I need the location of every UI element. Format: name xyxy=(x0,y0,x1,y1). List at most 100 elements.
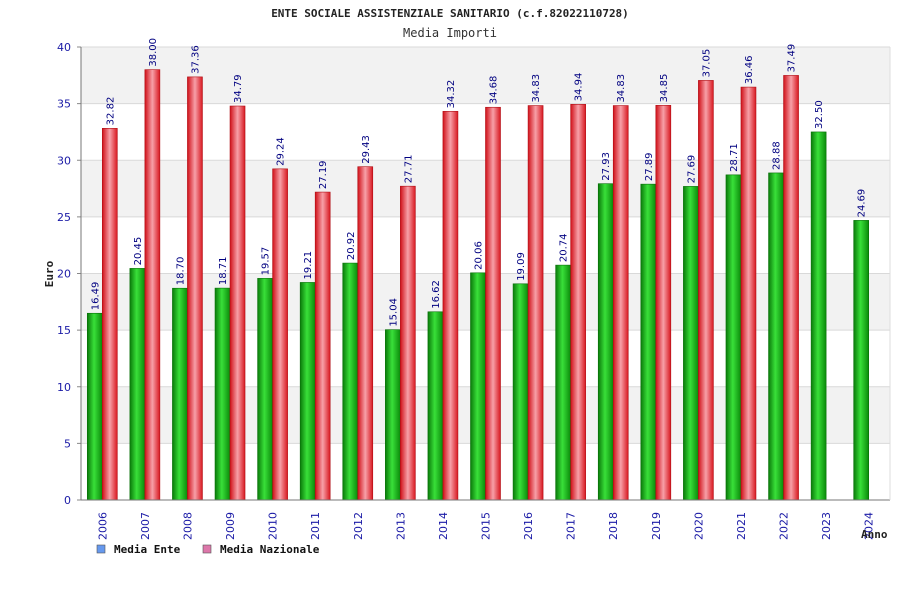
legend-swatch xyxy=(202,544,212,554)
y-tick-labels: 0 5 10 15 20 25 30 35 40 xyxy=(57,41,71,507)
bar-media-ente xyxy=(86,312,103,501)
x-tick-labels: 2006 2007 2008 2009 2010 2011 2012 2013 2014 2015… xyxy=(96,512,875,540)
data-label: 27.19 xyxy=(318,160,329,189)
data-label: 27.93 xyxy=(601,152,612,181)
y-tick-label: 30 xyxy=(57,154,71,167)
bar-media-nazionale xyxy=(485,106,501,501)
x-tick-label: 2018 xyxy=(607,512,620,540)
bar-media-ente xyxy=(427,311,444,501)
data-label: 36.46 xyxy=(744,55,755,84)
x-tick-label: 2021 xyxy=(735,512,748,540)
x-tick-label: 2019 xyxy=(650,512,663,540)
bar-media-nazionale xyxy=(570,104,586,501)
data-label: 19.09 xyxy=(516,252,527,281)
bar-media-nazionale xyxy=(314,191,331,501)
data-label: 20.06 xyxy=(474,241,485,270)
bar-media-ente xyxy=(512,283,529,501)
bar-media-nazionale xyxy=(740,86,757,501)
data-label: 38.00 xyxy=(148,38,159,67)
data-label: 20.74 xyxy=(559,233,570,262)
data-label: 27.69 xyxy=(686,155,697,184)
bar-media-nazionale xyxy=(400,185,416,501)
y-axis-label: Euro xyxy=(43,260,56,287)
data-label: 37.49 xyxy=(787,44,798,73)
bar-media-ente xyxy=(683,186,699,501)
bar-media-nazionale xyxy=(187,76,203,501)
x-tick-label: 2016 xyxy=(522,512,535,540)
data-label: 34.83 xyxy=(531,74,542,103)
data-label: 19.21 xyxy=(303,251,314,280)
bar-media-nazionale xyxy=(698,80,714,501)
data-label: 32.82 xyxy=(105,97,116,126)
data-label: 16.49 xyxy=(90,282,101,311)
x-tick-label: 2020 xyxy=(692,512,705,540)
x-tick-label: 2013 xyxy=(394,512,407,540)
y-tick-label: 15 xyxy=(57,324,71,337)
data-label: 18.71 xyxy=(218,256,229,285)
bar-media-ente xyxy=(768,172,784,501)
data-labels: 16.49 32.82 20.45 38.00 18.70 37.36 18.71 34.79… xyxy=(90,38,867,327)
data-label: 19.57 xyxy=(261,247,272,276)
data-label: 32.50 xyxy=(814,100,825,129)
legend-swatch xyxy=(96,544,106,554)
axes xyxy=(80,47,891,501)
data-label: 15.04 xyxy=(388,298,399,327)
data-label: 34.85 xyxy=(659,74,670,103)
data-label: 29.43 xyxy=(361,135,372,164)
x-tick-label: 2007 xyxy=(139,512,152,540)
y-tick-label: 25 xyxy=(57,211,71,224)
data-label: 16.62 xyxy=(431,280,442,309)
bar-media-nazionale xyxy=(612,105,629,501)
bar-media-ente xyxy=(853,220,870,501)
x-tick-label: 2010 xyxy=(267,512,280,540)
data-label: 28.88 xyxy=(772,141,783,170)
legend-label: Media Nazionale xyxy=(220,543,320,556)
x-tick-label: 2015 xyxy=(480,512,493,540)
chart-title: ENTE SOCIALE ASSISTENZIALE SANITARIO (c.… xyxy=(271,7,629,20)
x-tick-label: 2009 xyxy=(224,512,237,540)
x-tick-label: 2022 xyxy=(778,512,791,540)
data-label: 34.32 xyxy=(446,80,457,109)
x-tick-label: 2024 xyxy=(863,512,876,540)
data-label: 34.79 xyxy=(233,74,244,103)
bar-media-nazionale xyxy=(101,128,118,501)
x-tick-label: 2017 xyxy=(565,512,578,540)
chart-subtitle: Media Importi xyxy=(403,26,497,40)
data-label: 20.45 xyxy=(133,237,144,266)
data-label: 37.05 xyxy=(701,49,712,78)
bar-media-ente xyxy=(257,278,273,501)
data-label: 34.68 xyxy=(489,76,500,105)
data-label: 27.71 xyxy=(403,155,414,184)
data-label: 34.83 xyxy=(616,74,627,103)
bar-media-ente xyxy=(725,174,742,501)
x-tick-label: 2011 xyxy=(309,512,322,540)
bar-media-ente xyxy=(172,287,188,501)
bar-media-ente xyxy=(470,272,486,501)
y-tick-label: 35 xyxy=(57,98,71,111)
bar-media-ente xyxy=(640,183,657,501)
bar-media-nazionale xyxy=(527,105,544,501)
bar-media-ente xyxy=(810,131,827,501)
data-label: 34.94 xyxy=(574,73,585,102)
data-label: 27.89 xyxy=(644,153,655,182)
x-axis-label: Anno xyxy=(861,528,888,541)
data-label: 37.36 xyxy=(190,45,201,74)
bar-media-ente xyxy=(597,183,614,501)
x-tick-label: 2023 xyxy=(820,512,833,540)
x-tick-label: 2012 xyxy=(352,512,365,540)
bar-media-nazionale xyxy=(783,75,799,501)
x-tick-label: 2014 xyxy=(437,512,450,540)
bar-media-ente xyxy=(555,264,571,501)
y-tick-label: 20 xyxy=(57,268,71,281)
bar-media-nazionale xyxy=(357,166,374,501)
data-label: 20.92 xyxy=(346,231,357,260)
bar-media-nazionale xyxy=(655,105,672,501)
y-tick-label: 40 xyxy=(57,41,71,54)
bar-media-nazionale xyxy=(272,168,288,501)
legend: Media Ente Media Nazionale xyxy=(96,543,320,556)
bar-media-ente xyxy=(214,287,231,501)
y-tick-label: 10 xyxy=(57,381,71,394)
bar-media-ente xyxy=(342,262,359,501)
legend-label: Media Ente xyxy=(114,543,181,556)
